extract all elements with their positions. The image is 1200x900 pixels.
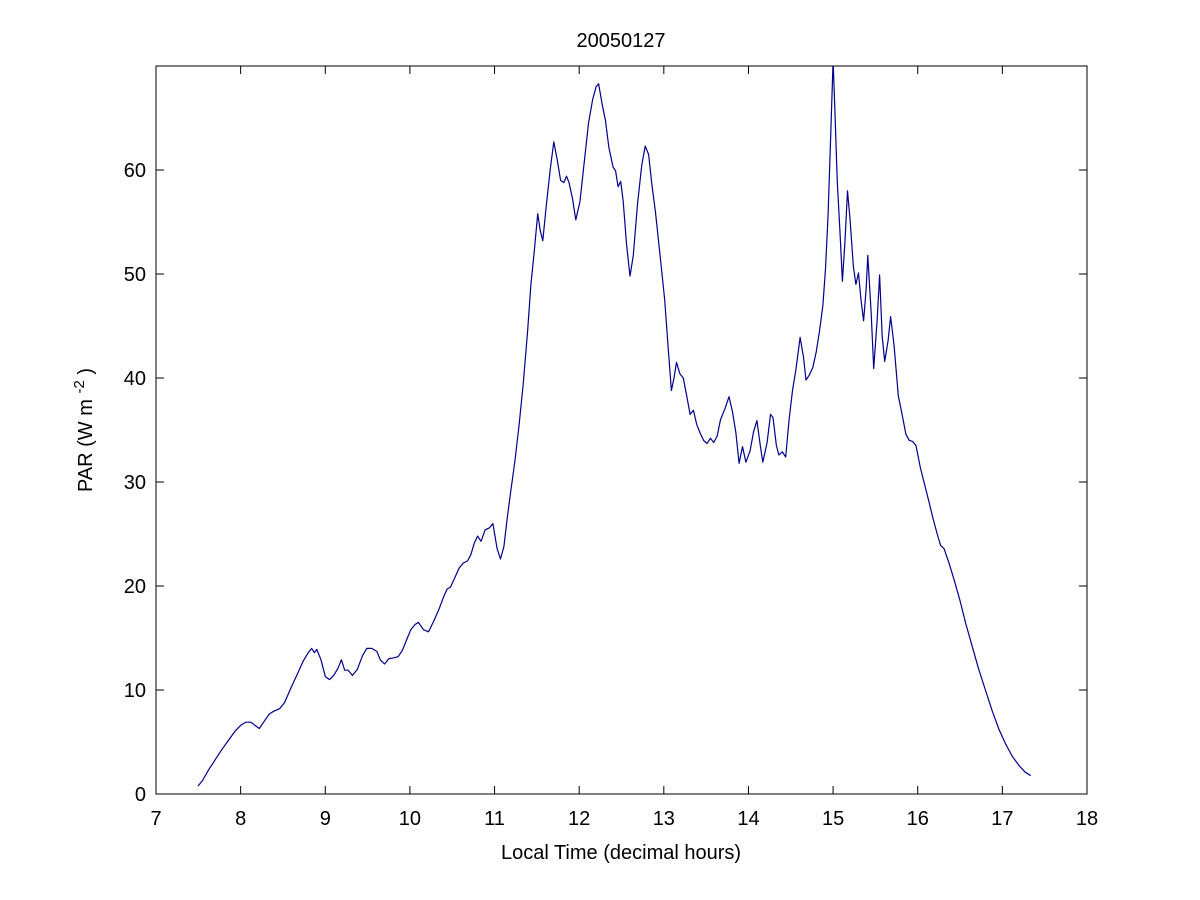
x-tick-label: 16: [907, 808, 929, 830]
x-tick-label: 12: [568, 808, 590, 830]
y-tick-label: 40: [124, 368, 146, 390]
x-tick-label: 15: [822, 808, 844, 830]
y-axis-label-main: PAR (W m: [75, 399, 97, 492]
x-tick-label: 17: [991, 808, 1013, 830]
y-tick-label: 50: [124, 264, 146, 286]
y-axis-label-superscript: -2: [71, 380, 88, 393]
x-tick-label: 18: [1076, 808, 1098, 830]
y-tick-label: 20: [124, 576, 146, 598]
y-tick-label: 60: [124, 160, 146, 182]
y-axis-label: PAR (W m -2 ): [67, 368, 97, 492]
y-tick-label: 10: [124, 680, 146, 702]
axis-ticks: [155, 66, 1088, 795]
y-axis-label-close: ): [75, 368, 97, 375]
par-series-line: [197, 66, 1031, 787]
x-tick-label: 13: [653, 808, 675, 830]
x-tick-label: 7: [150, 808, 161, 830]
y-tick-label: 30: [124, 472, 146, 494]
y-tick-label: 0: [135, 784, 146, 806]
x-axis-label: Local Time (decimal hours): [501, 842, 741, 864]
x-tick-label: 10: [399, 808, 421, 830]
x-tick-label: 14: [737, 808, 759, 830]
x-tick-label: 8: [235, 808, 246, 830]
plot-box: [155, 65, 1088, 795]
x-tick-label: 9: [320, 808, 331, 830]
x-tick-label: 11: [484, 808, 505, 830]
axis-tick-labels: 7 8 9 10 11 12 13 14 15 16 17 18 0 10 20 30 40 50 60: [124, 160, 1098, 830]
chart-title: 20050127: [577, 30, 666, 52]
